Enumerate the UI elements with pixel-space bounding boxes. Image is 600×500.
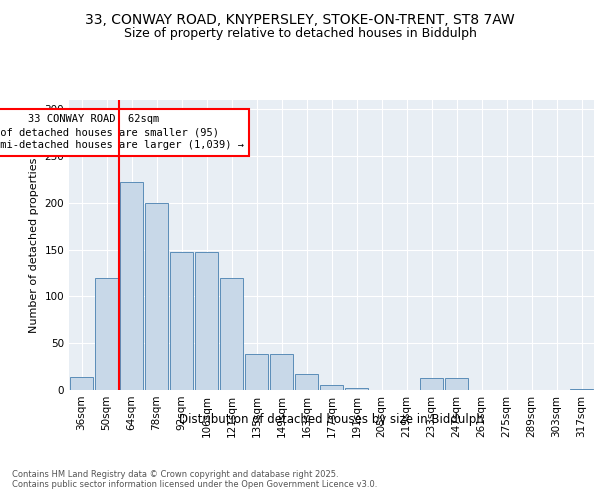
Text: Distribution of detached houses by size in Biddulph: Distribution of detached houses by size … <box>179 412 484 426</box>
Text: Size of property relative to detached houses in Biddulph: Size of property relative to detached ho… <box>124 28 476 40</box>
Bar <box>320 386 343 390</box>
Bar <box>570 389 593 390</box>
Bar <box>220 278 243 390</box>
Bar <box>245 354 268 390</box>
Bar <box>170 252 193 390</box>
Bar <box>420 378 443 390</box>
Text: 33 CONWAY ROAD: 62sqm
← 8% of detached houses are smaller (95)
91% of semi-detac: 33 CONWAY ROAD: 62sqm ← 8% of detached h… <box>0 114 244 150</box>
Y-axis label: Number of detached properties: Number of detached properties <box>29 158 39 332</box>
Bar <box>345 388 368 390</box>
Text: Contains HM Land Registry data © Crown copyright and database right 2025.
Contai: Contains HM Land Registry data © Crown c… <box>12 470 377 490</box>
Text: 33, CONWAY ROAD, KNYPERSLEY, STOKE-ON-TRENT, ST8 7AW: 33, CONWAY ROAD, KNYPERSLEY, STOKE-ON-TR… <box>85 12 515 26</box>
Bar <box>270 354 293 390</box>
Bar <box>195 252 218 390</box>
Bar <box>95 278 118 390</box>
Bar <box>70 377 93 390</box>
Bar <box>120 182 143 390</box>
Bar <box>145 203 168 390</box>
Bar <box>445 378 468 390</box>
Bar <box>295 374 318 390</box>
